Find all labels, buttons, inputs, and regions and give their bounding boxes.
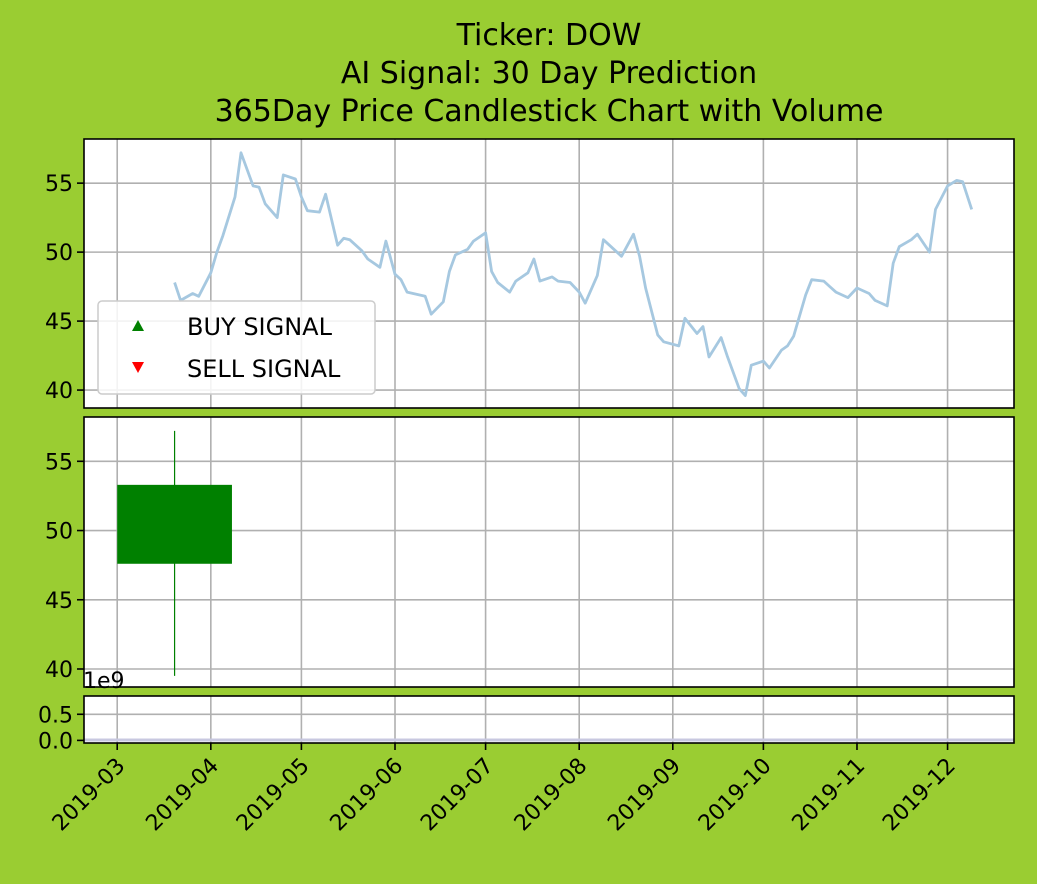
x-tick-label: 2019-04	[141, 754, 224, 837]
title-line-1: Ticker: DOW	[456, 18, 642, 53]
candle-y-ticks: 40 45 50 55	[45, 450, 84, 683]
candle-grid	[84, 417, 1014, 687]
legend: BUY SIGNAL SELL SIGNAL	[97, 300, 376, 395]
price-panel-frame	[83, 138, 1015, 409]
x-tick-label: 2019-08	[510, 754, 593, 837]
title-line-3: 365Day Price Candlestick Chart with Volu…	[215, 94, 884, 129]
price-y-ticks: 40 45 50 55	[45, 172, 84, 404]
title-line-2: AI Signal: 30 Day Prediction	[341, 56, 757, 91]
legend-buy-label: BUY SIGNAL	[187, 313, 333, 341]
candle-panel-frame	[83, 416, 1015, 688]
x-tick-label: 2019-09	[603, 754, 686, 837]
candle-panel: 40 45 50 55	[45, 416, 1015, 688]
volume-offset-label: 1e9	[83, 669, 125, 694]
price-y-tick-label: 40	[45, 379, 73, 404]
x-tick-label: 2019-03	[48, 754, 131, 837]
legend-box	[97, 300, 376, 395]
buy-signal-marker-icon	[132, 320, 144, 331]
price-panel: 40 45 50 55 BUY SIGNAL SELL SIGNAL	[45, 138, 1015, 409]
x-tick-labels: 2019-03 2019-04 2019-05 2019-06 2019-07 2019-…	[48, 743, 961, 836]
candle-y-tick-label: 40	[45, 658, 73, 683]
legend-sell-label: SELL SIGNAL	[187, 355, 341, 383]
candle-y-tick-label: 50	[45, 520, 73, 545]
x-tick-label: 2019-06	[326, 754, 409, 837]
sell-signal-marker-icon	[132, 362, 144, 373]
x-tick-label: 2019-05	[232, 754, 315, 837]
price-y-tick-label: 50	[45, 241, 73, 266]
candle-body	[117, 484, 232, 564]
volume-y-tick-label: 0.5	[38, 703, 73, 728]
volume-panel-background	[84, 696, 1014, 743]
volume-panel-frame	[83, 695, 1015, 744]
candle-y-tick-label: 55	[45, 450, 73, 475]
price-y-tick-label: 45	[45, 310, 73, 335]
candle-y-tick-label: 45	[45, 589, 73, 614]
price-y-tick-label: 55	[45, 172, 73, 197]
chart-title: Ticker: DOW AI Signal: 30 Day Prediction…	[215, 18, 884, 129]
volume-panel: 0.00.5 1e9	[38, 669, 1015, 754]
x-tick-label: 2019-10	[694, 754, 777, 837]
x-tick-label: 2019-07	[416, 754, 499, 837]
x-tick-label: 2019-11	[788, 754, 871, 837]
candles	[117, 430, 232, 676]
volume-y-ticks: 0.00.5	[38, 703, 84, 754]
price-line	[173, 151, 974, 397]
x-tick-label: 2019-12	[878, 754, 961, 837]
volume-y-tick-label: 0.0	[38, 729, 73, 754]
